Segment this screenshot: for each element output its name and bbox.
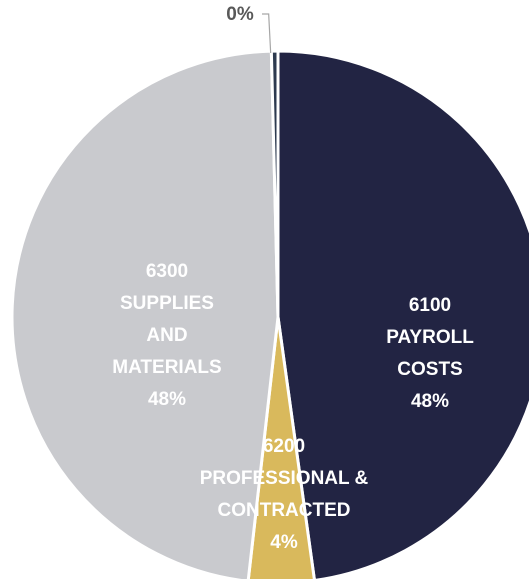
slice-percent-label: 48% [148,389,186,410]
slice-category-label: COSTS [397,359,462,380]
slice-percent-label: 4% [270,532,298,553]
leader-line [262,13,272,54]
slice-category-label: 6100 [409,295,451,316]
slice-category-label: SUPPLIES [120,293,214,314]
slice-label-other: 0% [226,4,254,25]
pie-slice-6100 [276,49,529,579]
slice-percent-label: 48% [411,391,449,412]
slice-percent-label: 0% [226,4,254,25]
pie-slice-6200 [246,315,316,579]
slice-label-6100: 6100 PAYROLL COSTS 48% [386,295,474,412]
slice-category-label: 6300 [146,261,188,282]
slice-category-label: PAYROLL [386,327,474,348]
slice-label-6200: 6200 PROFESSIONAL & CONTRACTED 4% [200,436,369,553]
slice-label-6300: 6300 SUPPLIES AND MATERIALS 48% [112,261,221,410]
slice-category-label: PROFESSIONAL & [200,468,369,489]
slice-category-label: AND [146,325,187,346]
slice-category-label: 6200 [263,436,305,457]
pie-slice-other [269,49,280,319]
slice-category-label: MATERIALS [112,357,221,378]
pie-slice-6300 [10,49,280,579]
slice-category-label: CONTRACTED [218,500,351,521]
